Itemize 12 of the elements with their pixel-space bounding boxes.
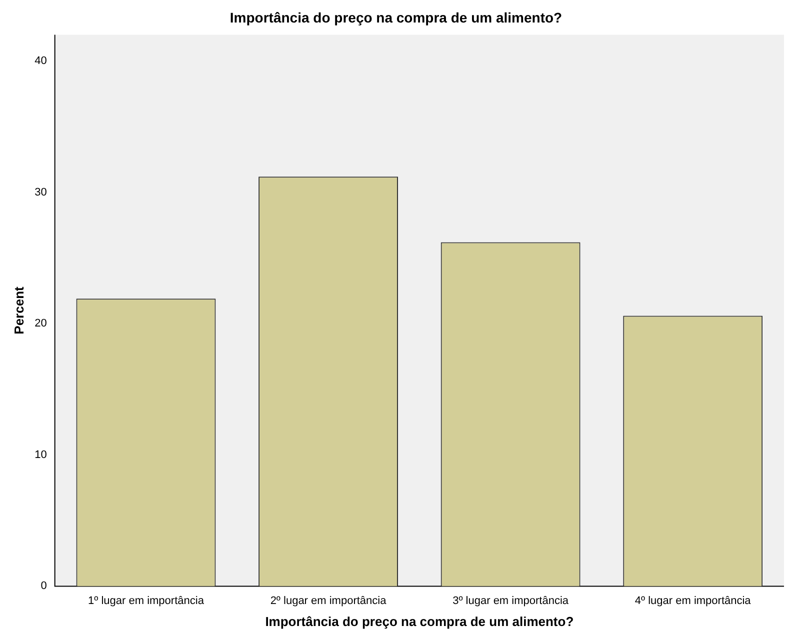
x-tick-label: 4º lugar em importância: [634, 594, 752, 607]
x-axis-title: Importância do preço na compra de um alimento?: [265, 614, 574, 629]
y-tick-label: 0: [40, 580, 47, 592]
y-axis-title: Percent: [11, 286, 26, 334]
y-tick-label: 10: [34, 448, 47, 461]
y-tick-label: 30: [34, 186, 47, 198]
x-tick-label: 1º lugar em importância: [88, 594, 205, 607]
y-tick-label: 20: [34, 318, 47, 330]
x-tick-label: 2º lugar em importância: [270, 594, 388, 607]
y-tick-label: 40: [34, 55, 47, 68]
chart-title: Importância do preço na compra de um alimento?: [230, 9, 562, 26]
x-tick-label: 3º lugar em importância: [452, 594, 570, 607]
